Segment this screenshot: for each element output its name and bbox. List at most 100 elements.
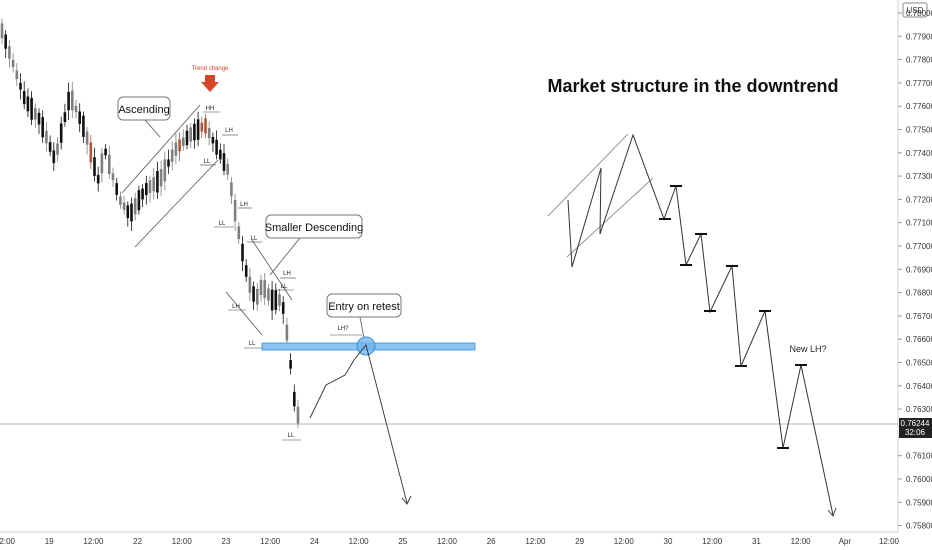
- smaller-descending-callout-text: Smaller Descending: [265, 222, 363, 234]
- candle-body: [119, 196, 122, 205]
- candle-body: [104, 148, 107, 156]
- candle-body: [63, 112, 67, 122]
- headline: Market structure in the downtrend: [547, 76, 838, 96]
- y-tick-label: 0.75800: [906, 522, 932, 531]
- candle-body: [26, 96, 30, 112]
- candle-body: [233, 200, 237, 222]
- x-tick-label: 12:00: [349, 537, 370, 546]
- countdown-value: 32:06: [905, 428, 926, 437]
- x-tick-label: 12:00: [791, 537, 812, 546]
- candle-body: [200, 122, 204, 132]
- candle-body: [274, 290, 278, 310]
- x-tick-label: 12:00: [260, 537, 281, 546]
- candle-body: [185, 130, 189, 146]
- current-price-value: 0.76244: [901, 419, 930, 428]
- entry-callout: Entry on retest: [326, 293, 402, 339]
- candle-body: [74, 105, 78, 113]
- candle-body: [252, 286, 255, 302]
- trend-change-arrow: [201, 75, 219, 92]
- candle-body: [8, 46, 11, 59]
- candle-body: [130, 203, 133, 222]
- candle-body: [207, 128, 211, 139]
- candle-body: [152, 177, 155, 192]
- swing-label: LL: [288, 433, 295, 439]
- candle-body: [237, 226, 241, 240]
- new-lh-label: New LH?: [789, 344, 826, 354]
- x-axis-panel[interactable]: 12:00 19 12:00 22 12:00 23 12:00 24 12:00 25 12:00…: [0, 531, 900, 546]
- schematic-swing-marks: [659, 185, 807, 449]
- candle-body: [270, 289, 274, 311]
- candle-body: [281, 302, 285, 314]
- swing-label: LH: [240, 202, 248, 208]
- schematic-channel: [547, 133, 654, 258]
- candle-body: [248, 276, 252, 293]
- candle-body: [30, 97, 33, 120]
- candle-body: [189, 127, 192, 142]
- swing-label: LL: [249, 341, 256, 347]
- candle-body: [159, 169, 163, 187]
- x-tick-label: 29: [575, 537, 584, 546]
- candle-body: [19, 82, 22, 90]
- candle-body: [71, 90, 74, 111]
- candle-body: [285, 324, 289, 341]
- candle-body: [196, 119, 200, 140]
- candle-body: [122, 202, 126, 210]
- swing-label: LL: [219, 221, 226, 227]
- x-tick-label: 22: [133, 537, 142, 546]
- candle-body: [133, 198, 137, 215]
- candle-body: [178, 139, 181, 152]
- ascending-callout-text: Ascending: [118, 104, 169, 116]
- swing-label: HH: [206, 106, 215, 112]
- x-tick-label: 12:00: [702, 537, 723, 546]
- current-price-tag: 0.76244 32:06: [899, 418, 932, 438]
- candle-body: [41, 117, 44, 138]
- candle-body: [89, 142, 93, 163]
- candle-body: [293, 391, 296, 407]
- candle-body: [148, 180, 152, 194]
- x-tick-label: 12:00: [879, 537, 900, 546]
- x-tick-label: 23: [222, 537, 231, 546]
- candle-body: [4, 34, 7, 49]
- candle-body: [296, 406, 300, 424]
- candle-body: [108, 154, 111, 174]
- candle-body: [156, 170, 159, 193]
- candle-body: [230, 182, 233, 197]
- lh-question-label: LH?: [337, 326, 349, 332]
- projection-path: [309, 344, 408, 504]
- candle-body: [244, 265, 248, 277]
- y-axis-panel[interactable]: USD 0.780000.779000.778000.777000.776000…: [897, 0, 932, 532]
- candle-body: [163, 159, 167, 182]
- candle-body: [59, 123, 63, 143]
- candle-body: [219, 149, 222, 160]
- x-tick-label: 12:00: [83, 537, 104, 546]
- candle-body: [278, 294, 281, 306]
- trend-change-marker: Trend change: [192, 66, 229, 92]
- x-tick-label: Apr: [839, 537, 852, 546]
- schematic-arrowhead: [827, 507, 837, 517]
- x-tick-label: 26: [487, 537, 496, 546]
- projection-arrowhead: [401, 495, 412, 505]
- ascending-callout: Ascending: [117, 96, 171, 138]
- candle-body: [137, 190, 141, 211]
- candle-body: [96, 174, 100, 184]
- candle-body: [215, 139, 218, 155]
- candle-body: [45, 130, 48, 144]
- candle-body: [67, 91, 70, 111]
- x-tick-label: 31: [752, 537, 761, 546]
- candle-body: [222, 153, 226, 171]
